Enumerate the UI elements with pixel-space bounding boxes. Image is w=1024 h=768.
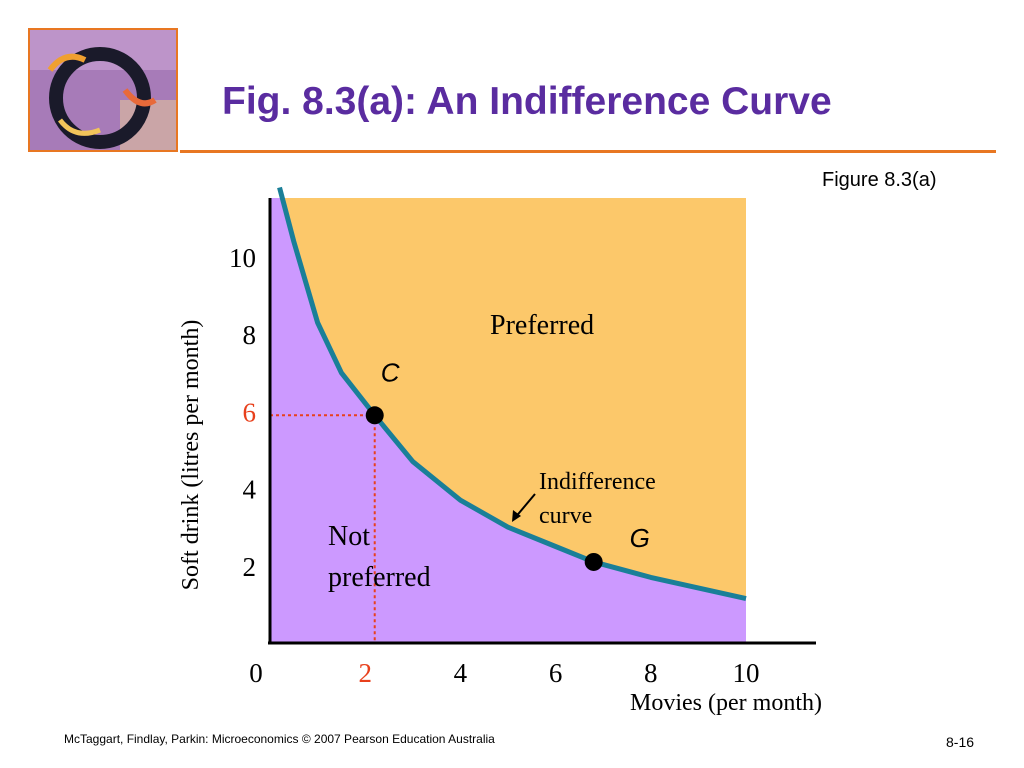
y-tick-label: 6 [243, 397, 257, 427]
point-g-label: G [630, 523, 650, 553]
slide-title: Fig. 8.3(a): An Indifference Curve [222, 80, 832, 123]
not-preferred-region [270, 198, 746, 642]
y-axis-label: Soft drink (litres per month) [178, 320, 204, 591]
y-tick-label: 2 [243, 552, 257, 582]
footer-credit: McTaggart, Findlay, Parkin: Microeconomi… [64, 732, 495, 746]
page-number: 8-16 [946, 734, 975, 750]
x-origin-label: 0 [249, 658, 263, 688]
x-tick-label: 10 [733, 658, 760, 688]
x-tick-label: 2 [358, 658, 372, 688]
x-tick-labels: 2 4 6 8 10 [358, 658, 759, 688]
annotation-line1: Indifference [539, 469, 656, 495]
logo-artwork [30, 30, 176, 150]
point-c-marker [365, 406, 384, 425]
point-g-marker [584, 552, 603, 571]
y-tick-labels: 2 4 6 8 10 [229, 243, 257, 582]
indifference-curve [277, 186, 747, 602]
data-points: CG [365, 357, 650, 571]
figure-label: Figure 8.3(a) [822, 169, 937, 191]
x-tick-label: 8 [644, 658, 658, 688]
not-preferred-label-line1: Not [328, 521, 370, 552]
x-tick-label: 4 [454, 658, 468, 688]
annotation-arrowhead [512, 510, 521, 522]
point-c-label: C [381, 357, 400, 387]
title-divider [180, 150, 996, 153]
x-axis-label: Movies (per month) [630, 690, 822, 716]
y-tick-label: 8 [243, 320, 257, 350]
preferred-label: Preferred [490, 310, 594, 341]
y-tick-label: 4 [243, 475, 257, 505]
x-tick-label: 6 [549, 658, 563, 688]
y-tick-label: 10 [229, 243, 256, 273]
annotation-line2: curve [539, 503, 592, 529]
not-preferred-label-line2: preferred [328, 562, 431, 593]
publisher-logo [28, 28, 178, 152]
